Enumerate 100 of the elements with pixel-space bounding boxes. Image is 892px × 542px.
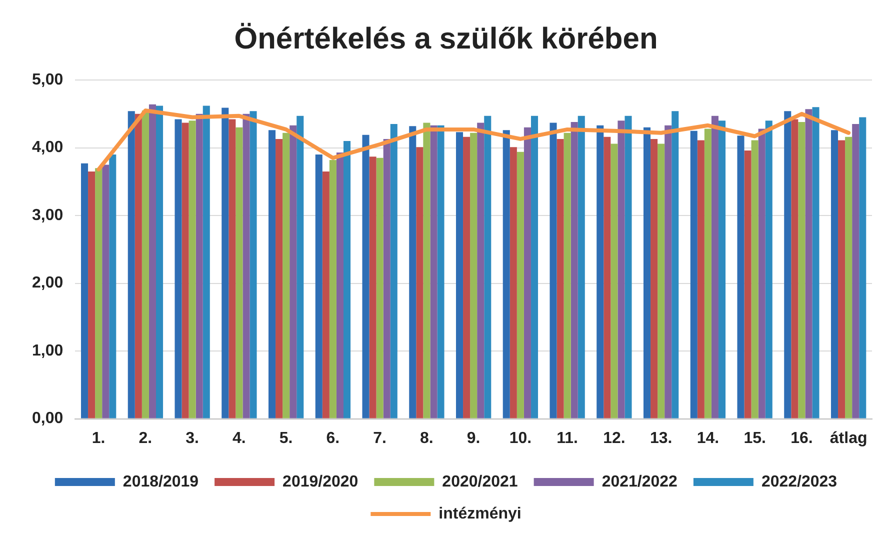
x-tick-label: 16.	[790, 430, 813, 447]
y-tick-label: 4,00	[32, 139, 64, 156]
bar	[550, 122, 557, 418]
bar	[650, 138, 658, 418]
bar	[222, 108, 229, 418]
bar	[148, 104, 156, 418]
bar	[390, 124, 398, 418]
bar	[290, 125, 297, 418]
bar	[658, 144, 665, 418]
x-tick-label: 7.	[373, 430, 386, 447]
y-tick-label: 1,00	[32, 342, 64, 360]
x-tick-label: 3.	[186, 430, 199, 447]
legend-label: 2020/2021	[442, 473, 518, 490]
bar	[672, 111, 679, 418]
bar	[564, 132, 571, 418]
bar	[463, 136, 470, 418]
bar	[604, 136, 611, 418]
bar	[845, 136, 852, 418]
bar	[369, 156, 376, 418]
x-tick-label: 9.	[466, 430, 480, 447]
bar	[376, 158, 384, 418]
bar	[610, 144, 618, 418]
bar	[322, 171, 330, 418]
x-tick-label: 8.	[420, 430, 434, 447]
x-tick-label: 2.	[138, 430, 152, 447]
bar	[282, 132, 290, 418]
bar	[805, 109, 812, 418]
bar	[276, 138, 283, 418]
bar	[242, 114, 250, 418]
bar	[510, 147, 517, 418]
bar	[268, 130, 276, 418]
bar	[697, 140, 704, 418]
x-tick-label: 6.	[326, 430, 340, 447]
y-tick-label: 0,00	[32, 410, 64, 428]
bar	[88, 171, 96, 418]
bar	[128, 111, 135, 418]
bar	[134, 114, 142, 418]
bar	[228, 119, 236, 418]
bar	[737, 136, 744, 418]
bar	[95, 168, 102, 418]
bar	[502, 130, 510, 418]
x-tick-label: 14.	[696, 430, 720, 447]
bar	[744, 150, 752, 418]
bar	[202, 106, 210, 418]
bar	[343, 140, 351, 418]
bar	[142, 110, 149, 418]
bar	[236, 127, 243, 418]
x-tick-label: 4.	[232, 430, 246, 447]
bar	[383, 138, 390, 418]
x-tick-label: 5.	[279, 430, 293, 447]
x-tick-label: 10.	[509, 430, 532, 447]
bar	[81, 163, 88, 418]
y-tick-label: 2,00	[32, 274, 64, 292]
x-tick-label: 13.	[650, 430, 672, 447]
chart-title: Önértékelés a szülők körében	[234, 22, 658, 56]
bar	[109, 154, 116, 418]
bar	[470, 132, 478, 418]
x-tick-label: 11.	[556, 430, 578, 447]
bar	[188, 120, 196, 418]
legend-label: 2018/2019	[122, 473, 199, 490]
bar	[852, 124, 860, 418]
bar	[690, 130, 698, 418]
bar	[596, 125, 604, 418]
x-tick-label: 1.	[92, 430, 106, 447]
bar	[477, 122, 484, 418]
bar	[329, 160, 336, 418]
bar	[791, 119, 798, 418]
bar	[570, 122, 578, 418]
bar	[784, 111, 792, 418]
bar	[618, 120, 625, 418]
bar	[456, 132, 464, 418]
legend-label: 2022/2023	[761, 473, 838, 490]
y-tick-label: 3,00	[32, 206, 64, 224]
x-tick-label: átlag	[830, 430, 868, 447]
bar	[664, 125, 672, 418]
bar	[484, 116, 492, 418]
bar	[174, 119, 182, 418]
x-tick-label: 15.	[744, 430, 766, 447]
bar	[423, 122, 430, 418]
bar	[838, 140, 846, 418]
bar	[362, 134, 370, 418]
bar	[578, 116, 585, 418]
bar	[758, 128, 766, 418]
bar	[798, 122, 806, 418]
bar	[196, 114, 203, 418]
bar	[296, 116, 304, 418]
bar	[416, 147, 424, 418]
legend-label: 2021/2022	[602, 473, 678, 490]
bar	[437, 125, 444, 418]
bar	[765, 120, 772, 418]
bar	[156, 106, 164, 418]
bar	[250, 111, 257, 418]
bar	[524, 127, 531, 418]
y-tick-label: 5,00	[32, 71, 64, 88]
x-tick-label: 12.	[603, 430, 626, 447]
bar	[409, 126, 416, 418]
bar	[516, 152, 524, 418]
bar	[711, 116, 718, 418]
bar	[751, 140, 758, 418]
bar	[704, 128, 712, 418]
